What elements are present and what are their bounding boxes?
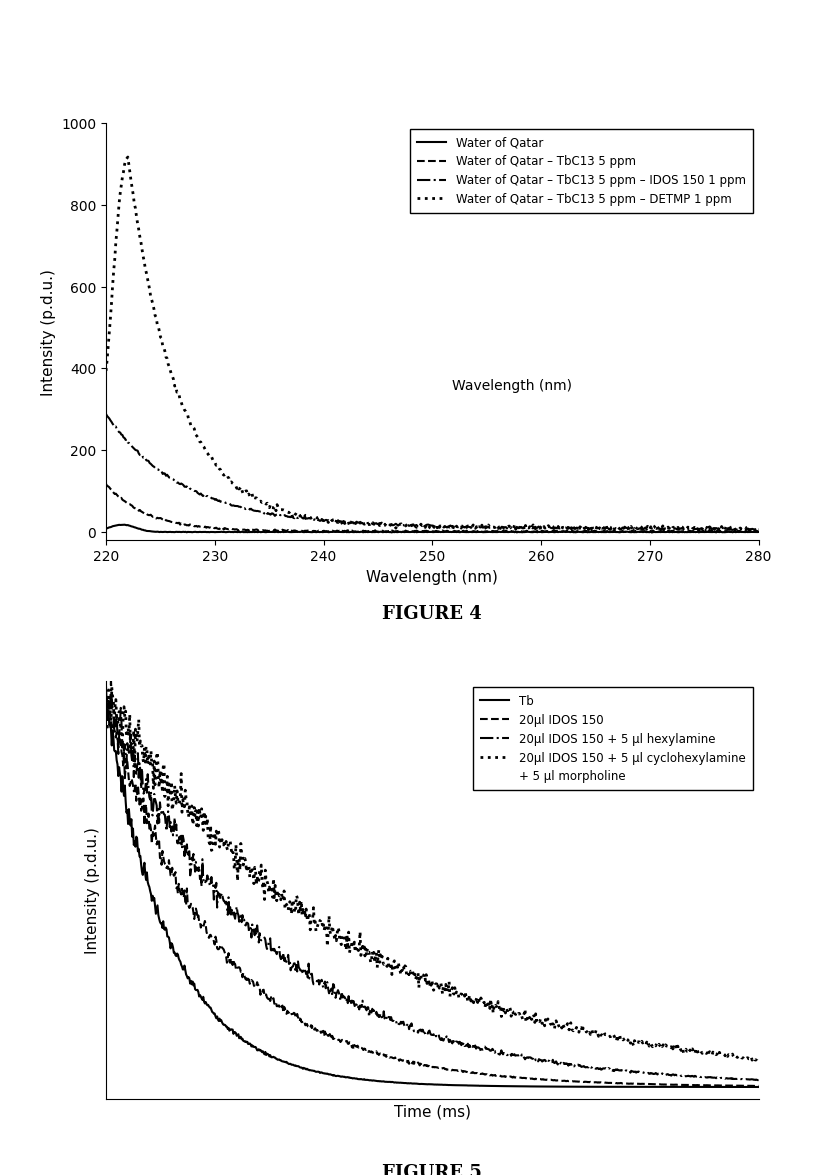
Text: FIGURE 5: FIGURE 5: [382, 1163, 482, 1175]
Text: Wavelength (nm): Wavelength (nm): [452, 380, 571, 394]
Legend: Tb, 20µl IDOS 150, 20µl IDOS 150 + 5 µl hexylamine, 20µl IDOS 150 + 5 µl cyclohe: Tb, 20µl IDOS 150, 20µl IDOS 150 + 5 µl …: [473, 687, 752, 790]
Y-axis label: Intensity (p.d.u.): Intensity (p.d.u.): [86, 827, 100, 953]
Y-axis label: Intensity (p.d.u.): Intensity (p.d.u.): [41, 269, 55, 395]
X-axis label: Time (ms): Time (ms): [394, 1104, 470, 1119]
Legend: Water of Qatar, Water of Qatar – TbC13 5 ppm, Water of Qatar – TbC13 5 ppm – IDO: Water of Qatar, Water of Qatar – TbC13 5…: [409, 129, 752, 213]
X-axis label: Wavelength (nm): Wavelength (nm): [366, 570, 498, 585]
Text: FIGURE 4: FIGURE 4: [382, 605, 482, 623]
